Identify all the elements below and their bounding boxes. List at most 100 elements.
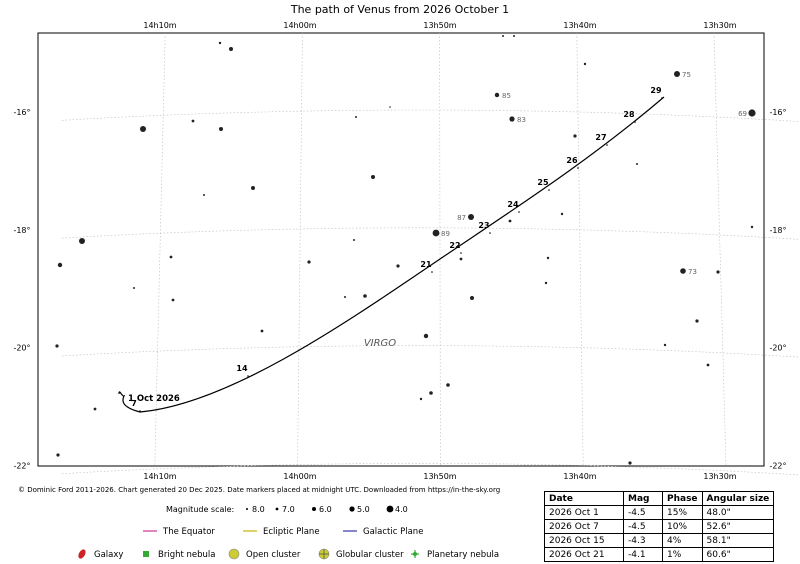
star [219,127,223,131]
table-cell: 60.6" [701,547,775,562]
date-marker-label: 21 [420,260,432,269]
table-row: 2026 Oct 7 -4.5 10% 52.6" [544,519,775,534]
constellation-label: VIRGO [364,338,396,349]
table-cell: 58.1" [701,533,775,548]
star [56,453,60,457]
x-tick-label: 13h40m [563,472,596,481]
magnitude-dot [246,508,248,510]
star [470,296,474,300]
star [140,126,146,132]
star [171,298,175,302]
magnitude-dot [349,506,355,512]
table-header: Date [544,491,624,506]
star [560,212,564,216]
star [573,134,577,138]
magnitude-dot [312,507,316,511]
bright-nebula-icon [143,551,149,557]
star [353,239,355,241]
date-marker [606,144,608,146]
star [459,257,463,261]
date-marker [247,375,249,377]
table-header: Angular size [701,491,775,506]
background-stars: 75 85 83 69 87 89 73 [55,35,756,465]
date-marker-label: 22 [449,241,460,250]
star [663,343,667,347]
ra-grid-line [154,32,166,467]
named-star [509,116,515,122]
star [218,41,222,45]
star [546,256,550,260]
star-label: 89 [441,230,450,238]
globular-cluster-icon [318,548,330,560]
star [706,363,710,367]
table-row: 2026 Oct 1 -4.5 15% 48.0" [544,505,775,520]
star [508,219,512,223]
path-start-label: 1 Oct 2026 [128,394,180,404]
star [307,260,311,264]
star [429,391,433,395]
magnitude-value: 7.0 [282,505,295,514]
date-marker-label: 23 [478,221,489,230]
legend-object-label: Bright nebula [158,550,215,560]
x-tick-label: 13h30m [703,21,736,30]
date-marker [548,189,550,191]
legend: The Equator Ecliptic Plane Galactic Plane G… [78,527,499,560]
y-tick-label: -16° [769,108,786,117]
x-tick-label: 14h10m [143,21,176,30]
grid-lines [61,32,800,476]
magnitude-value: 6.0 [319,505,332,514]
chart-title: The path of Venus from 2026 October 1 [290,3,509,16]
date-marker [518,211,520,213]
star-label: 73 [688,268,697,276]
table-cell: 48.0" [701,505,775,520]
galaxy-icon [78,549,86,559]
y-tick-label: -22° [769,461,786,470]
date-marker [577,167,579,169]
table-cell: 10% [662,519,703,534]
table-cell: 1% [662,547,703,562]
table-header: Mag [623,491,663,506]
y-tick-label: -20° [769,344,786,353]
table-cell: 52.6" [701,519,775,534]
named-star [432,229,440,237]
star [260,329,264,333]
star-label: 85 [502,92,511,100]
star [419,397,423,401]
star [344,296,346,298]
venus-info-table: Date Mag Phase Angular size 2026 Oct 1 -… [544,491,775,562]
star [513,35,515,37]
copyright-text: © Dominic Ford 2011-2026. Chart generate… [18,486,500,494]
ra-grid-line [297,32,303,467]
legend-object-label: Open cluster [246,550,301,560]
date-marker [139,410,141,412]
star [750,225,754,229]
date-marker [634,121,636,123]
star [169,255,173,259]
star [229,47,233,51]
y-tick-label: -20° [13,344,30,353]
magnitude-value: 5.0 [357,505,370,514]
legend-object-label: Planetary nebula [427,550,499,560]
star [203,194,205,196]
magnitude-scale: Magnitude scale: 8.0 7.0 6.0 5.0 4.0 [166,505,408,514]
magnitude-dot [386,505,394,513]
ra-grid-line [439,32,441,467]
date-marker-label: 7 [131,399,137,408]
named-star [468,214,474,220]
y-tick-label: -18° [13,226,30,235]
table-cell: -4.5 [623,519,663,534]
x-tick-label: 14h10m [143,472,176,481]
table-cell: 2026 Oct 1 [544,505,624,520]
star [544,281,548,285]
date-marker-label: 27 [595,133,606,142]
star [371,175,375,179]
star [133,287,135,289]
date-marker [460,252,462,254]
date-marker [661,97,663,99]
venus-path-line [118,96,665,413]
magnitude-value: 8.0 [252,505,265,514]
date-marker-label: 14 [236,364,248,373]
date-marker-label: 28 [623,110,635,119]
